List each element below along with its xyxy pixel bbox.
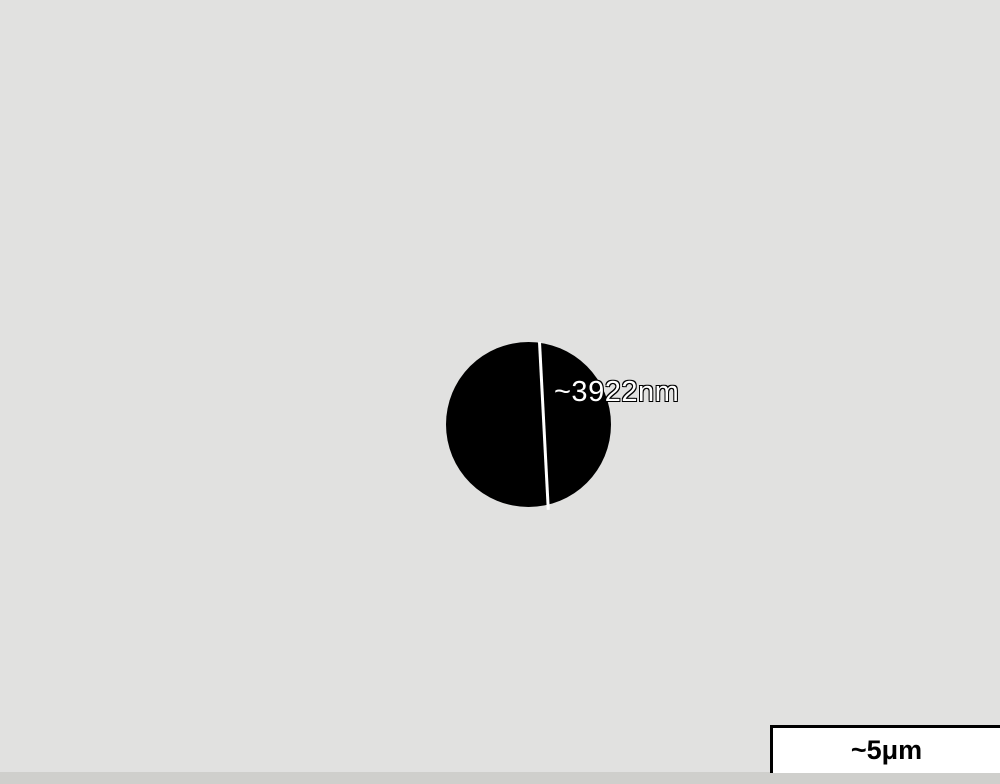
bottom-strip (0, 772, 1000, 784)
scale-bar-label: ~5μm (851, 735, 922, 766)
scale-bar: ~5μm (770, 725, 1000, 773)
microscopy-image: ~3922nm ~5μm (0, 0, 1000, 784)
particle-circle (446, 342, 611, 507)
diameter-measure-label: ~3922nm (554, 376, 679, 409)
